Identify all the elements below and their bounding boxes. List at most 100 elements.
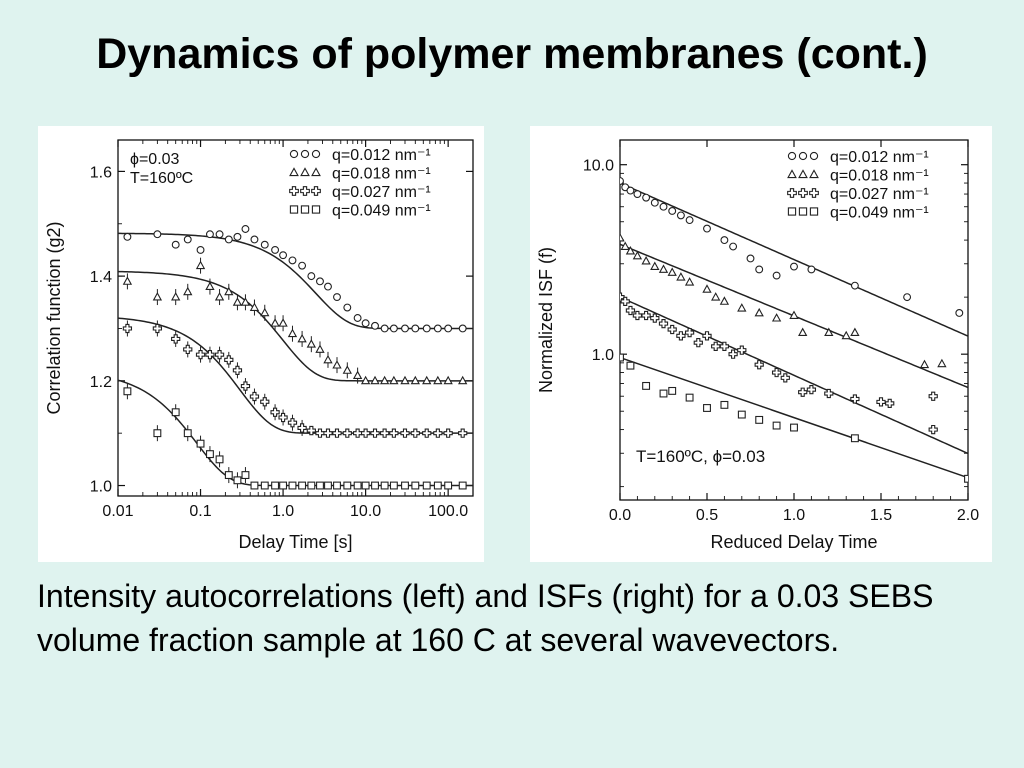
x-axis-label: Reduced Delay Time bbox=[710, 532, 877, 552]
data-point bbox=[370, 428, 380, 438]
data-point bbox=[410, 428, 420, 438]
data-point bbox=[458, 481, 467, 490]
data-point bbox=[798, 327, 808, 337]
data-point bbox=[771, 367, 782, 378]
data-point bbox=[433, 428, 443, 438]
data-point bbox=[215, 455, 224, 464]
data-point bbox=[422, 428, 432, 438]
x-tick-label: 0.5 bbox=[696, 507, 718, 524]
data-point bbox=[324, 282, 332, 291]
series-group bbox=[620, 353, 968, 483]
fit-curve bbox=[118, 270, 473, 382]
legend-marker bbox=[798, 207, 808, 216]
data-point bbox=[720, 236, 729, 245]
y-tick-label: 1.4 bbox=[90, 269, 112, 286]
data-point bbox=[410, 375, 420, 385]
isf-chart-figure: 0.0 0.5 1.0 1.5 2.0 1.0 10.0 Reduced Delay Time… bbox=[530, 126, 992, 562]
data-point bbox=[389, 428, 399, 438]
y-axis-label: Correlation function (g2) bbox=[44, 221, 64, 414]
x-tick-label: 1.5 bbox=[870, 507, 892, 524]
legend-marker bbox=[289, 186, 299, 196]
data-point bbox=[379, 375, 390, 385]
data-point bbox=[232, 297, 243, 306]
x-tick-label: 0.01 bbox=[102, 503, 133, 520]
correlation-chart: 0.01 0.1 1.0 10.0 100.0 1.0 1.2 1.4 1.6 Delay Tim… bbox=[44, 139, 474, 552]
series-group bbox=[118, 225, 473, 333]
data-point bbox=[807, 265, 816, 274]
data-point bbox=[659, 389, 668, 398]
data-point bbox=[433, 375, 443, 385]
x-tick-label: 0.1 bbox=[189, 503, 211, 520]
data-point bbox=[650, 313, 660, 323]
data-point bbox=[625, 305, 636, 316]
fit-curve bbox=[620, 182, 968, 337]
data-point bbox=[297, 423, 307, 433]
legend-marker bbox=[311, 205, 321, 214]
data-point bbox=[389, 324, 398, 333]
data-point bbox=[703, 224, 711, 233]
data-point bbox=[790, 262, 798, 271]
x-tick-label: 2.0 bbox=[957, 507, 979, 524]
data-point bbox=[400, 428, 410, 438]
data-point bbox=[195, 350, 206, 360]
data-point bbox=[444, 324, 453, 333]
data-point bbox=[224, 235, 233, 244]
data-point bbox=[850, 394, 860, 404]
data-point bbox=[964, 474, 968, 483]
data-point bbox=[250, 235, 259, 244]
series-group bbox=[620, 233, 968, 389]
legend-marker bbox=[300, 205, 310, 214]
series-group bbox=[620, 177, 968, 337]
slide-title: Dynamics of polymer membranes (cont.) bbox=[96, 30, 928, 78]
data-point bbox=[458, 375, 468, 385]
data-point bbox=[737, 410, 746, 419]
legend-marker bbox=[311, 149, 321, 159]
data-point bbox=[642, 193, 651, 202]
series-group bbox=[118, 257, 473, 385]
data-point bbox=[620, 241, 630, 250]
data-point bbox=[171, 334, 181, 344]
data-point bbox=[224, 355, 234, 365]
correlation-chart-figure: 0.01 0.1 1.0 10.0 100.0 1.0 1.2 1.4 1.6 Delay Tim… bbox=[38, 126, 484, 562]
legend-marker bbox=[787, 207, 797, 216]
data-point bbox=[737, 303, 747, 312]
data-point bbox=[876, 397, 886, 407]
data-point bbox=[316, 277, 324, 286]
data-point bbox=[676, 331, 686, 341]
fit-curve bbox=[620, 296, 968, 455]
data-point bbox=[233, 232, 242, 241]
data-point bbox=[123, 232, 132, 241]
data-point bbox=[241, 225, 250, 233]
data-point bbox=[620, 177, 624, 185]
data-point bbox=[633, 190, 642, 198]
legend-label: q=0.027 nm⁻¹ bbox=[830, 186, 929, 203]
data-point bbox=[668, 207, 677, 215]
data-point bbox=[297, 333, 307, 343]
data-point bbox=[798, 387, 808, 397]
data-point bbox=[754, 307, 764, 317]
data-point bbox=[789, 310, 799, 319]
data-point bbox=[278, 318, 288, 327]
data-point bbox=[288, 256, 297, 265]
legend-label: q=0.049 nm⁻¹ bbox=[332, 203, 431, 220]
data-point bbox=[333, 481, 341, 490]
data-point bbox=[632, 310, 643, 321]
data-point bbox=[658, 264, 669, 273]
data-point bbox=[928, 424, 938, 435]
data-point bbox=[343, 481, 352, 490]
legend-label: q=0.018 nm⁻¹ bbox=[830, 168, 929, 185]
data-point bbox=[352, 370, 363, 380]
data-point bbox=[342, 365, 352, 374]
data-point bbox=[360, 428, 371, 438]
data-point bbox=[260, 481, 269, 490]
data-point bbox=[279, 481, 288, 490]
x-axis-label: Delay Time [s] bbox=[238, 532, 352, 552]
chart-annotation: T=160ºC, ϕ=0.03 bbox=[636, 447, 765, 466]
data-point bbox=[937, 358, 947, 368]
legend-marker bbox=[289, 167, 299, 177]
data-point bbox=[332, 428, 342, 438]
y-tick-label: 1.0 bbox=[592, 347, 614, 364]
data-point bbox=[240, 381, 251, 391]
data-point bbox=[401, 324, 409, 333]
data-point bbox=[728, 349, 738, 359]
